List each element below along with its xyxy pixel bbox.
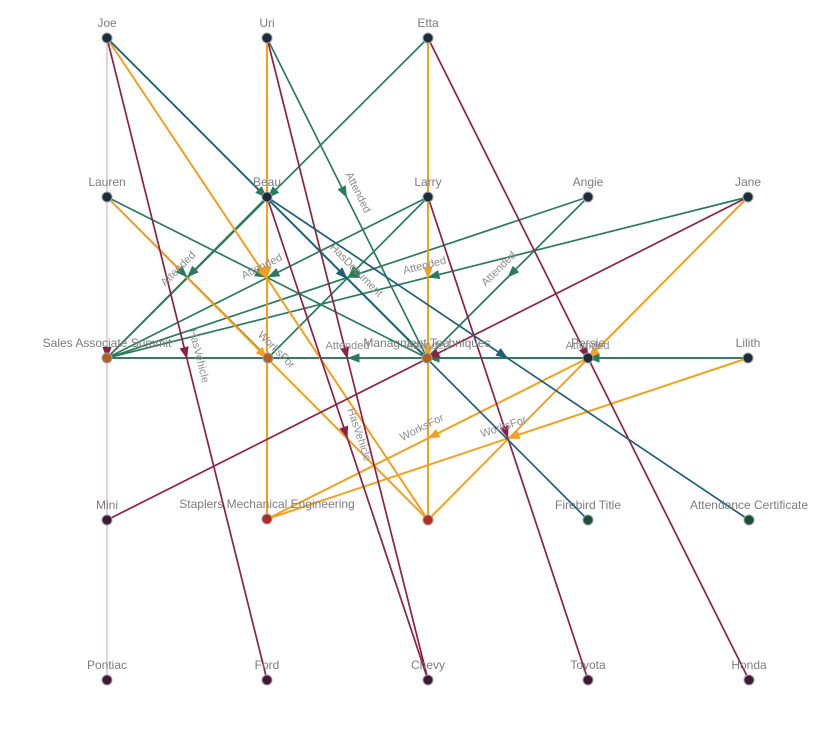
node-chevy-label: Chevy: [411, 658, 445, 672]
edge-worksfor-lilith-staplers-arrowhead: [507, 430, 521, 440]
node-larry[interactable]: [422, 191, 434, 203]
node-toyota-label: Toyota: [570, 658, 606, 672]
node-staplers-label: Staplers Mechanical Engineering: [179, 497, 354, 511]
edge-attended-angie-mt-arrowhead: [507, 265, 520, 278]
edge-worksfor-etta-company2-arrowhead: [423, 267, 433, 279]
node-beau[interactable]: [261, 191, 273, 203]
node-chevy[interactable]: [422, 674, 434, 686]
edge-attended-persie-sas-arrowhead: [347, 353, 360, 363]
node-lilith-label: Lilith: [736, 336, 761, 350]
edge-hasdocument-beau-attendcert-arrowhead: [495, 347, 508, 359]
node-sas-label: Sales Associate Summit: [43, 336, 172, 350]
node-beau-label: Beau: [253, 175, 281, 189]
edge-attended-lilith-sas-label: Attended: [405, 340, 449, 352]
node-larry-label: Larry: [414, 175, 441, 189]
edge-attended-lilith-mt-label: Attended: [565, 340, 609, 352]
node-honda-label: Honda: [731, 658, 767, 672]
edge-attended-jane-sas-arrowhead: [427, 270, 441, 280]
edge-worksfor-persie-staplers-arrowhead: [427, 429, 441, 439]
node-mini[interactable]: [101, 514, 113, 526]
edge-attended-larry-sas-arrowhead: [267, 268, 281, 278]
node-firebird[interactable]: [582, 514, 594, 526]
edge-attended-persie-sas-label: Attended: [325, 340, 369, 352]
node-angie[interactable]: [582, 191, 594, 203]
edge-attended-lauren-event2-arrowhead: [175, 265, 188, 278]
edge-hasvehicle-uri-chevy: [266, 37, 429, 681]
edge-hasvehicle-joe-ford-arrowhead: [179, 346, 189, 359]
edge-attended-beau-sas-arrowhead: [187, 265, 199, 278]
node-angie-label: Angie: [573, 175, 604, 189]
node-mt[interactable]: [421, 352, 433, 364]
edge-attended-uri-mt-arrowhead: [337, 185, 347, 198]
node-attendcert[interactable]: [743, 514, 755, 526]
node-pontiac-label: Pontiac: [87, 658, 127, 672]
node-pontiac[interactable]: [101, 674, 113, 686]
edge-attended-uri-mt-label: Attended: [343, 170, 373, 215]
node-etta[interactable]: [422, 32, 434, 44]
node-ford-label: Ford: [255, 658, 280, 672]
edge-hasvehicle-beau-chevy-arrowhead: [339, 425, 349, 439]
edge-worksfor-larry-company2-arrowhead: [423, 346, 433, 359]
node-lauren-label: Lauren: [88, 175, 125, 189]
node-jane-label: Jane: [735, 175, 761, 189]
edge-hasvehicle-larry-toyota-arrowhead: [499, 425, 509, 439]
node-firebird-label: Firebird Title: [555, 498, 621, 512]
node-sas[interactable]: [101, 352, 113, 364]
edge-worksfor-joe-company2-arrowhead: [257, 266, 268, 279]
node-joe-label: Joe: [97, 16, 117, 30]
edge-hasvehicle-joe-ford-label: HasVehicle: [186, 328, 211, 384]
node-etta-label: Etta: [417, 16, 439, 30]
node-honda[interactable]: [743, 674, 755, 686]
edge-hasdocument-joe-firebird-arrowhead: [335, 267, 348, 279]
node-lilith[interactable]: [742, 352, 754, 364]
edge-worksfor-persie-staplers-label: WorksFor: [398, 412, 446, 444]
edge-attended-larry-event2-arrowhead: [348, 265, 360, 278]
node-mt-label: Managment Techniques: [363, 336, 490, 350]
node-uri[interactable]: [261, 32, 273, 44]
node-mini-label: Mini: [96, 498, 118, 512]
node-ford[interactable]: [261, 674, 273, 686]
edge-hasvehicle-beau-chevy-label: HasVehicle: [344, 407, 373, 463]
node-persie[interactable]: [582, 352, 594, 364]
node-attendcert-label: Attendance Certificate: [690, 498, 808, 512]
node-uri-label: Uri: [259, 16, 274, 30]
node-company2[interactable]: [422, 514, 434, 526]
node-joe[interactable]: [101, 32, 113, 44]
edge-hasvehicle-uri-chevy-arrowhead: [340, 346, 350, 359]
node-jane[interactable]: [742, 191, 754, 203]
node-persie-label: Persie: [571, 336, 605, 350]
node-staplers[interactable]: [261, 513, 273, 525]
node-toyota[interactable]: [582, 674, 594, 686]
node-event2[interactable]: [262, 352, 274, 364]
node-lauren[interactable]: [101, 191, 113, 203]
